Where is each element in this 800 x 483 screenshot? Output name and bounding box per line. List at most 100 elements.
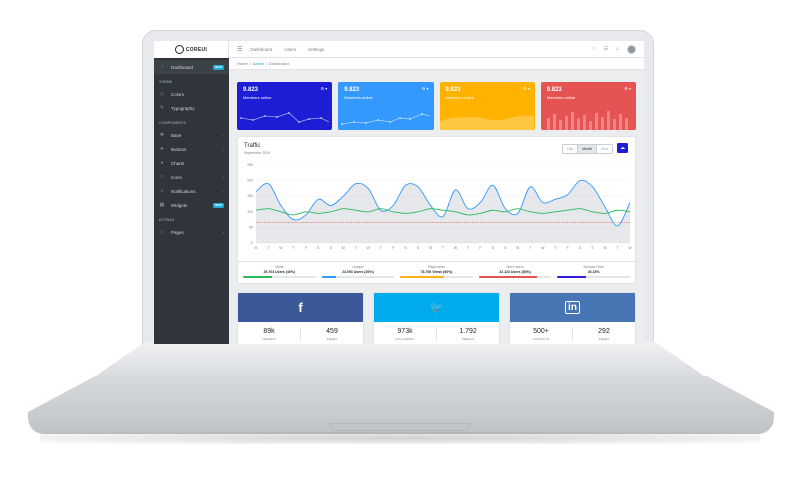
- settings-icon[interactable]: ⚙ ▾: [624, 86, 631, 91]
- sidebar-item-label: Notifications: [171, 188, 196, 194]
- new-badge: NEW: [213, 64, 224, 70]
- facebook-card: f 89k FRIENDS 459 FEEDS: [237, 292, 364, 344]
- topbar-link-users[interactable]: Users: [284, 46, 297, 52]
- x-tick-label: T: [467, 246, 470, 250]
- facebook-header: f: [238, 293, 363, 322]
- card-sparkline: [341, 113, 431, 125]
- stat-progress-fill: [400, 276, 444, 278]
- social-label: FRIENDS: [262, 337, 276, 341]
- download-button[interactable]: ☁: [617, 143, 628, 153]
- period-year-button[interactable]: Year: [595, 145, 612, 153]
- period-day-button[interactable]: Day: [562, 145, 578, 153]
- x-tick-label: T: [292, 246, 295, 250]
- breadcrumb-admin[interactable]: Admin: [252, 61, 265, 66]
- avatar[interactable]: [627, 44, 636, 54]
- sidebar-item-notifications[interactable]: ♫ Notifications ‹: [154, 184, 229, 198]
- sidebar-item-label: Icons: [171, 174, 182, 180]
- stat-label: Visits: [275, 265, 284, 269]
- hamburger-menu-icon[interactable]: ☰: [237, 46, 243, 53]
- sidebar-item-widgets[interactable]: ▦ Widgets NEW: [154, 198, 229, 212]
- x-tick-label: M: [255, 246, 258, 250]
- card-bar-chart: [546, 111, 628, 130]
- stat-progress-fill: [557, 276, 587, 278]
- linkedin-card: in 500+ CONTACTS 292 FEEDS: [509, 292, 636, 344]
- x-tick-label: T: [355, 246, 358, 250]
- x-tick-label: M: [342, 246, 345, 250]
- card-value: 9.823: [243, 87, 259, 93]
- settings-icon[interactable]: ⚙ ▾: [320, 86, 328, 91]
- sidebar-item-base[interactable]: ✥ Base ‹: [154, 128, 229, 142]
- stat-cards: 9.823 Members online ⚙ ▾ 9.823 Members o…: [237, 82, 636, 130]
- social-label: CONTACTS: [532, 337, 550, 341]
- members-card: 9.823 Members online ⚙ ▾: [439, 82, 535, 130]
- location-icon[interactable]: ⌂: [615, 46, 619, 52]
- x-tick-label: S: [579, 246, 582, 250]
- star-icon: ☆: [159, 229, 165, 235]
- sidebar-item-buttons[interactable]: ➤ Buttons ‹: [154, 142, 229, 156]
- social-value: 292: [598, 328, 610, 335]
- calculator-icon: ▦: [159, 202, 165, 208]
- sidebar-item-dashboard[interactable]: ◔ Dashboard NEW: [154, 60, 229, 74]
- chart-series-area: [256, 180, 630, 243]
- main-content: ☰ Dashboard Users Settings ♢ ☷ ⌂ Home / …: [229, 41, 644, 344]
- chart-series-line: [255, 179, 631, 227]
- x-tick-label: T: [442, 246, 445, 250]
- brand[interactable]: COREUI: [154, 41, 229, 58]
- list-icon[interactable]: ☷: [603, 46, 608, 52]
- x-tick-label: S: [330, 246, 333, 250]
- card-value: 9.823: [344, 87, 360, 93]
- social-stats: 500+ CONTACTS 292 FEEDS: [510, 322, 635, 341]
- sidebar-item-typography[interactable]: ✎ Typography: [154, 101, 229, 115]
- breadcrumb: Home / Admin / Dashboard: [229, 58, 644, 70]
- stat-progress-fill: [243, 276, 273, 278]
- stat-label: Bounce Rate: [583, 265, 604, 269]
- traffic-card: Traffic September 2019 Day Month Year ☁ …: [237, 136, 636, 284]
- sidebar-item-pages[interactable]: ☆ Pages ‹: [154, 225, 229, 239]
- social-label: FOLLOWERS: [395, 337, 415, 341]
- puzzle-icon: ✥: [159, 132, 165, 138]
- y-tick-label: 50: [249, 225, 253, 229]
- sidebar-item-label: Base: [171, 132, 182, 138]
- y-tick-label: 150: [247, 194, 253, 198]
- cursor-icon: ➤: [159, 146, 165, 152]
- new-badge: NEW: [213, 202, 224, 208]
- social-label: FEEDS: [598, 337, 610, 341]
- social-label: FEEDS: [326, 337, 338, 341]
- x-tick-label: F: [392, 246, 394, 250]
- stat-label: Unique: [352, 265, 364, 269]
- x-tick-label: M: [429, 246, 432, 250]
- topbar-link-dashboard[interactable]: Dashboard: [250, 46, 273, 52]
- period-month-button[interactable]: Month: [577, 145, 596, 153]
- x-tick-label: S: [492, 246, 495, 250]
- social-label: TWEETS: [461, 337, 475, 341]
- topbar-link-settings[interactable]: Settings: [308, 46, 325, 52]
- sidebar-item-colors[interactable]: ◇ Colors: [154, 87, 229, 101]
- social-stat: 89k FRIENDS: [238, 328, 300, 341]
- settings-icon[interactable]: ⚙ ▾: [421, 86, 429, 91]
- sidebar-item-charts[interactable]: ◕ Charts: [154, 156, 229, 170]
- social-value: 459: [326, 328, 338, 335]
- sidebar: COREUI ◔ Dashboard NEW THEME ◇ Colors ✎ …: [154, 41, 229, 344]
- sidebar-item-label: Charts: [171, 160, 185, 166]
- members-card: 9.823 Members online ⚙ ▾: [338, 82, 434, 130]
- stat-progress: [557, 276, 630, 278]
- settings-icon[interactable]: ⚙ ▾: [523, 86, 530, 91]
- sidebar-section-extras: EXTRAS: [159, 218, 175, 222]
- breadcrumb-separator: /: [266, 61, 268, 66]
- stat-label: Pageviews: [428, 265, 445, 269]
- x-tick-label: F: [305, 246, 307, 250]
- twitter-icon: 🐦: [429, 302, 444, 314]
- bell-icon[interactable]: ♢: [591, 46, 596, 52]
- social-value: 89k: [263, 328, 275, 335]
- x-tick-label: W: [454, 246, 458, 250]
- period-toggle: Day Month Year: [561, 144, 613, 154]
- card-value: 9.823: [445, 87, 461, 93]
- members-card: 9.823 Members online ⚙ ▾: [540, 82, 636, 130]
- stat-value: 78.706 Views (60%): [420, 270, 453, 274]
- x-tick-label: M: [604, 246, 607, 250]
- social-value: 500+: [533, 328, 549, 335]
- sidebar-item-icons[interactable]: ☆ Icons ‹: [154, 170, 229, 184]
- stat-value: 24.093 Users (20%): [342, 270, 374, 274]
- breadcrumb-home[interactable]: Home: [237, 61, 248, 66]
